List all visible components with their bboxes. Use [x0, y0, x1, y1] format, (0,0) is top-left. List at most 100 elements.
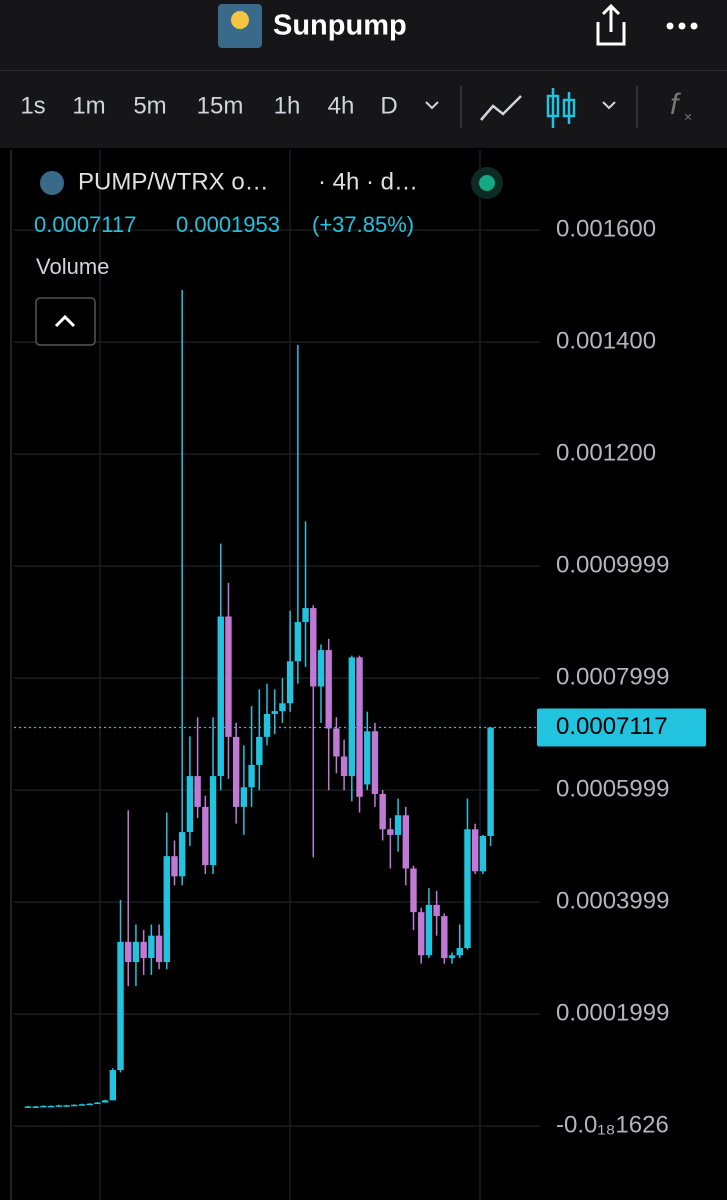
line-type-button[interactable]	[480, 95, 522, 121]
candle-body	[240, 787, 248, 807]
candle-body	[487, 727, 494, 836]
candle-body	[163, 856, 170, 962]
candle-body	[371, 731, 379, 794]
candle-body	[94, 1102, 101, 1105]
candle-body	[155, 935, 163, 962]
y-tick-label: 0.0005999	[556, 775, 669, 802]
candle-body	[117, 941, 124, 1071]
candle-body	[232, 736, 240, 807]
interval-button[interactable]: 5m	[133, 92, 166, 119]
y-tick-label: 0.0003999	[556, 887, 669, 914]
app-title: Sunpump	[273, 10, 407, 42]
y-tick-label: 0.0001999	[556, 999, 669, 1026]
candle-body	[63, 1105, 70, 1107]
candle-body	[40, 1105, 47, 1108]
candle-body	[217, 616, 224, 777]
y-tick-label: 0.001600	[556, 215, 656, 242]
candle-type-button[interactable]	[546, 88, 576, 128]
candle-body	[471, 829, 479, 872]
candle-body	[387, 829, 394, 835]
candle-body	[448, 955, 456, 959]
candle-body	[456, 948, 463, 956]
candle-body	[294, 622, 302, 662]
interval-button[interactable]: 1s	[20, 92, 45, 119]
candle-body	[24, 1106, 32, 1108]
candle-body	[55, 1105, 63, 1107]
candle-body	[418, 912, 425, 956]
candle-body	[402, 815, 409, 869]
candle-body	[364, 731, 371, 785]
legend-change: 0.0001953	[176, 212, 280, 237]
interval-button[interactable]: 1m	[72, 92, 105, 119]
logo-sun	[231, 11, 249, 29]
y-tick-label: -0.0₁₈1626	[556, 1111, 669, 1138]
candle-body	[109, 1070, 117, 1101]
divider	[636, 86, 638, 128]
menu-button[interactable]	[666, 22, 698, 30]
legend-meta: · 4h · d…	[318, 168, 418, 195]
candle-body	[78, 1104, 86, 1106]
last-price-label: 0.0007117	[556, 713, 668, 740]
chart-type-menu[interactable]	[602, 101, 616, 110]
candle-body	[340, 756, 348, 777]
last-price-box	[537, 708, 706, 747]
collapse-button[interactable]	[35, 297, 96, 346]
y-tick-label: 0.001200	[556, 439, 656, 466]
candle-body	[101, 1100, 109, 1103]
candle-body	[479, 836, 487, 872]
candle-body	[148, 935, 155, 959]
legend-close: 0.0007117	[34, 212, 136, 237]
candle-body	[32, 1106, 39, 1108]
y-tick-label: 0.0009999	[556, 551, 669, 578]
candle-body	[325, 650, 332, 729]
candle-body	[132, 941, 140, 962]
interval-button[interactable]: 1h	[274, 92, 301, 119]
candle-body	[333, 728, 340, 757]
candle-body	[71, 1104, 78, 1107]
candle-body	[202, 806, 209, 866]
divider	[460, 86, 462, 128]
divider	[0, 70, 727, 71]
candle-body	[410, 868, 417, 913]
candle-body	[441, 916, 448, 959]
study-name: Volume	[36, 254, 109, 279]
share-button[interactable]	[596, 3, 626, 46]
candle-body	[379, 794, 386, 830]
candle-body	[171, 856, 178, 877]
candle-body	[225, 616, 232, 737]
top-bar	[0, 0, 727, 148]
candle-body	[279, 703, 286, 712]
candle-body	[433, 904, 440, 917]
y-tick-label: 0.001400	[556, 327, 656, 354]
candle-body	[263, 713, 271, 737]
candle-body	[194, 776, 201, 807]
y-tick-label: 0.0007999	[556, 663, 669, 690]
legend-symbol: PUMP/WTRX o…	[78, 168, 269, 195]
candle-body	[310, 608, 317, 687]
candle-body	[86, 1103, 93, 1106]
candle-body	[248, 764, 255, 788]
candle-body	[317, 650, 325, 687]
candle-body	[186, 776, 194, 833]
candle-body	[394, 815, 402, 835]
candle-body	[271, 711, 278, 714]
indicators-button-x: ×	[684, 109, 692, 125]
status-dot	[479, 175, 495, 191]
indicators-button[interactable]: f	[670, 88, 681, 121]
interval-button[interactable]: 4h	[328, 92, 355, 119]
interval-button[interactable]: D	[380, 92, 397, 119]
candle-body	[348, 657, 356, 777]
candle-body	[425, 904, 433, 956]
candle-body	[256, 736, 263, 765]
candle-body	[464, 829, 471, 948]
candle-body	[179, 832, 186, 877]
interval-menu[interactable]	[425, 101, 439, 110]
candle-body	[302, 608, 309, 623]
legend-change-percent: (+37.85%)	[312, 212, 414, 237]
candle-body	[125, 941, 132, 962]
candle-body	[47, 1105, 55, 1108]
candle-body	[209, 776, 217, 866]
interval-button[interactable]: 15m	[197, 92, 244, 119]
candle-body	[140, 941, 147, 959]
